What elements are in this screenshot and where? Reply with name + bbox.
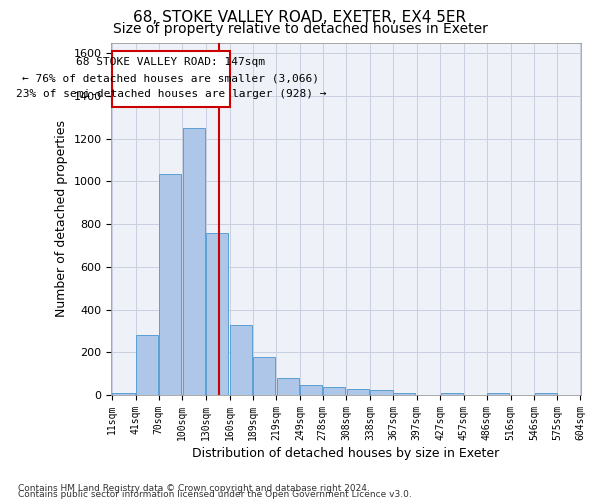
Bar xyxy=(441,393,463,395)
Text: Size of property relative to detached houses in Exeter: Size of property relative to detached ho… xyxy=(113,22,487,36)
Text: 68, STOKE VALLEY ROAD, EXETER, EX4 5ER: 68, STOKE VALLEY ROAD, EXETER, EX4 5ER xyxy=(133,10,467,25)
Bar xyxy=(112,393,134,395)
Text: ← 76% of detached houses are smaller (3,066): ← 76% of detached houses are smaller (3,… xyxy=(22,74,319,84)
Bar xyxy=(535,393,557,395)
Text: Contains HM Land Registry data © Crown copyright and database right 2024.: Contains HM Land Registry data © Crown c… xyxy=(18,484,370,493)
Bar xyxy=(347,388,369,395)
FancyBboxPatch shape xyxy=(112,51,230,107)
Bar xyxy=(136,336,158,395)
Bar xyxy=(323,387,345,395)
Bar xyxy=(182,128,205,395)
Bar xyxy=(277,378,299,395)
X-axis label: Distribution of detached houses by size in Exeter: Distribution of detached houses by size … xyxy=(193,447,500,460)
Bar xyxy=(159,174,181,395)
Bar xyxy=(206,232,229,395)
Bar xyxy=(370,390,392,395)
Text: Contains public sector information licensed under the Open Government Licence v3: Contains public sector information licen… xyxy=(18,490,412,499)
Bar xyxy=(300,386,322,395)
Bar xyxy=(253,356,275,395)
Bar xyxy=(487,393,509,395)
Text: 23% of semi-detached houses are larger (928) →: 23% of semi-detached houses are larger (… xyxy=(16,90,326,100)
Bar xyxy=(230,324,252,395)
Text: 68 STOKE VALLEY ROAD: 147sqm: 68 STOKE VALLEY ROAD: 147sqm xyxy=(76,58,265,68)
Bar xyxy=(394,393,415,395)
Y-axis label: Number of detached properties: Number of detached properties xyxy=(55,120,68,318)
